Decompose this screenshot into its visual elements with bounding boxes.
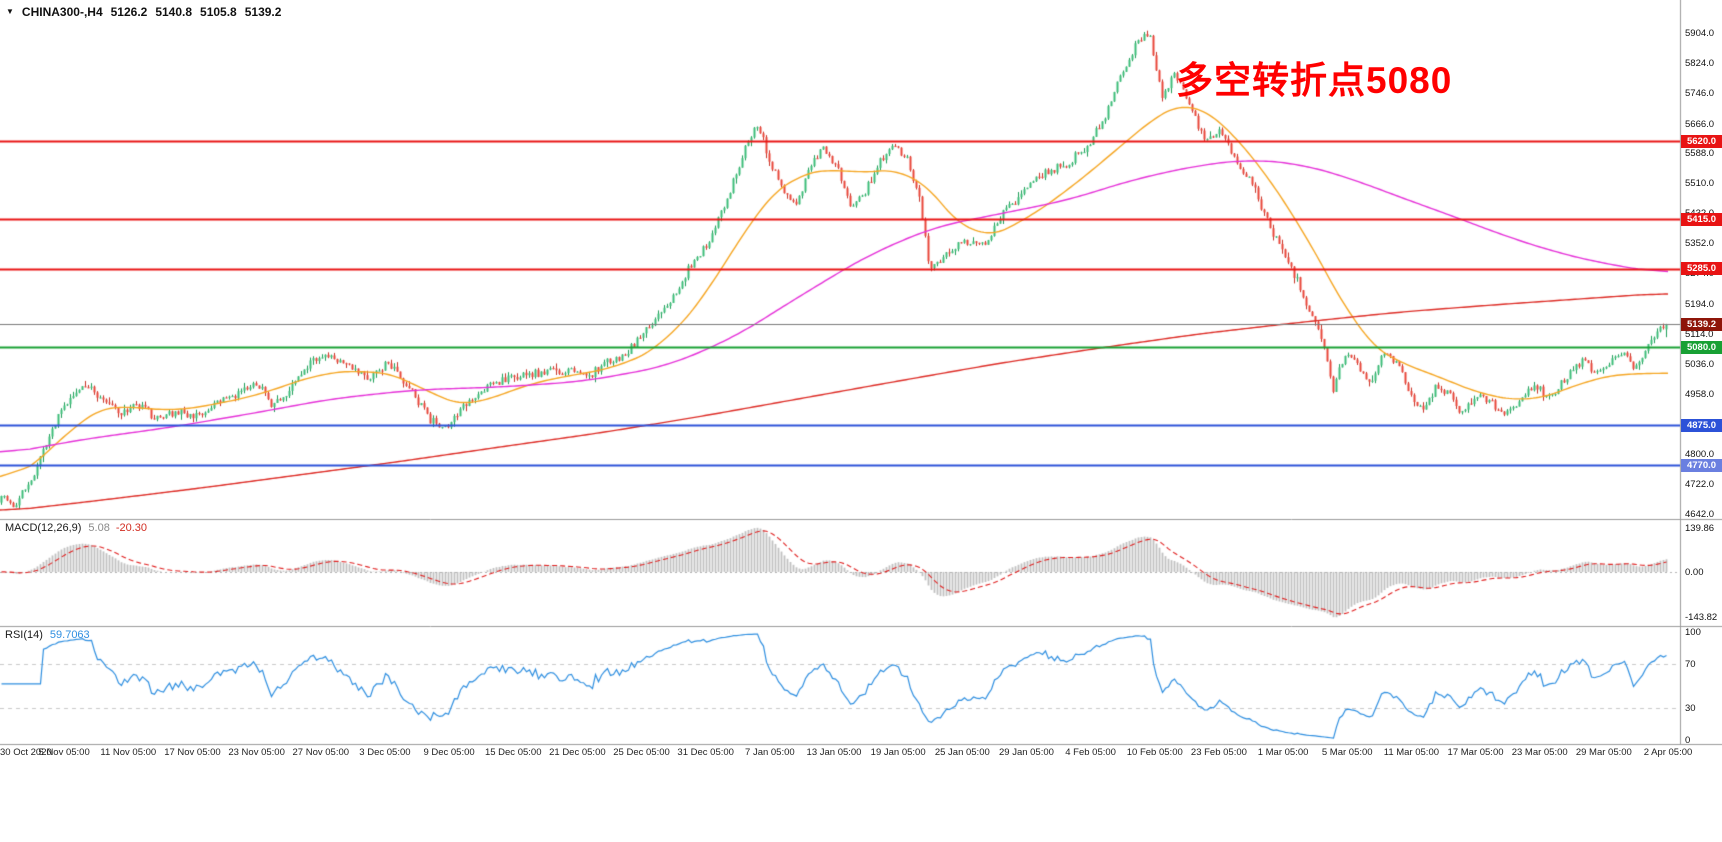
high-value: 5140.8 bbox=[155, 5, 193, 19]
time-tick-label: 5 Nov 05:00 bbox=[38, 747, 90, 758]
price-tick-label: 4722.0 bbox=[1685, 478, 1715, 490]
time-tick-label: 7 Jan 05:00 bbox=[745, 747, 795, 758]
price-tick-label: 5114.0 bbox=[1685, 329, 1714, 341]
time-tick-label: 17 Nov 05:00 bbox=[164, 747, 221, 758]
price-tick-label: 4642.0 bbox=[1685, 509, 1715, 521]
time-tick-label: 2 Apr 05:00 bbox=[1643, 747, 1693, 758]
time-tick-label: 25 Jan 05:00 bbox=[934, 747, 990, 758]
rsi-tick-label: 100 bbox=[1685, 627, 1701, 638]
price-tick-label: 4800.0 bbox=[1685, 448, 1715, 460]
rsi-tick-label: 0 bbox=[1685, 735, 1691, 746]
time-tick-label: 23 Feb 05:00 bbox=[1190, 747, 1247, 758]
price-tick-label: 5194.0 bbox=[1685, 298, 1715, 310]
macd-tick-label: -143.82 bbox=[1685, 612, 1718, 624]
macd-signal-value: -20.30 bbox=[115, 522, 148, 534]
time-tick-label: 11 Mar 05:00 bbox=[1383, 747, 1440, 758]
price-tick-label: 5824.0 bbox=[1685, 58, 1715, 70]
time-tick-label: 3 Dec 05:00 bbox=[359, 747, 411, 758]
price-tick-label: 5588.0 bbox=[1685, 148, 1715, 160]
price-tick-label: 4958.0 bbox=[1685, 388, 1715, 400]
macd-indicator-label: MACD(12,26,9) 5.08 -20.30 bbox=[5, 522, 147, 534]
chart-annotation-text: 多空转折点5080 bbox=[1176, 60, 1453, 101]
time-tick-label: 19 Jan 05:00 bbox=[870, 747, 926, 758]
time-tick-label: 31 Dec 05:00 bbox=[677, 747, 734, 758]
time-tick-label: 21 Dec 05:00 bbox=[549, 747, 606, 758]
symbol-timeframe-label: CHINA300-,H4 bbox=[21, 5, 103, 19]
symbol-collapse-icon[interactable]: ▼ bbox=[6, 6, 14, 16]
price-tick-label: 5036.0 bbox=[1685, 358, 1715, 370]
open-value: 5126.2 bbox=[110, 5, 148, 19]
macd-main-value: 5.08 bbox=[88, 522, 110, 534]
rsi-indicator-label: RSI(14) 59.7063 bbox=[5, 629, 90, 641]
time-axis: 30 Oct 2020 5 Nov 05:00 11 Nov 05:00 17 Nov… bbox=[0, 747, 1722, 762]
time-tick-label: 27 Nov 05:00 bbox=[292, 747, 350, 758]
chart-header: ▼ CHINA300-,H4 5126.2 5140.8 5105.8 5139… bbox=[6, 5, 281, 19]
rsi-tick-label: 70 bbox=[1685, 659, 1696, 671]
macd-axis: 139.86 0.00 -143.82 bbox=[1685, 0, 1722, 842]
time-tick-label: 29 Mar 05:00 bbox=[1575, 747, 1632, 758]
price-tick-label: 5666.0 bbox=[1685, 118, 1715, 130]
rsi-name-label: RSI(14) bbox=[5, 629, 43, 641]
rsi-value: 59.7063 bbox=[49, 629, 90, 641]
time-tick-label: 13 Jan 05:00 bbox=[806, 747, 862, 758]
macd-tick-label: 139.86 bbox=[1685, 522, 1715, 534]
price-tick-label: 5746.0 bbox=[1685, 88, 1715, 100]
low-value: 5105.8 bbox=[200, 5, 237, 19]
time-tick-label: 30 Oct 2020 bbox=[0, 747, 52, 758]
time-tick-label: 23 Nov 05:00 bbox=[228, 747, 285, 758]
price-tick-label: 5510.0 bbox=[1685, 178, 1715, 190]
rsi-tick-label: 30 bbox=[1685, 702, 1696, 714]
time-tick-label: 5 Mar 05:00 bbox=[1321, 747, 1373, 758]
time-tick-label: 23 Mar 05:00 bbox=[1511, 747, 1568, 758]
time-tick-label: 25 Dec 05:00 bbox=[613, 747, 670, 758]
time-tick-label: 17 Mar 05:00 bbox=[1447, 747, 1504, 758]
time-tick-label: 10 Feb 05:00 bbox=[1126, 747, 1183, 758]
time-tick-label: 1 Mar 05:00 bbox=[1257, 747, 1309, 758]
time-tick-label: 9 Dec 05:00 bbox=[423, 747, 475, 758]
macd-tick-label: 0.00 bbox=[1685, 566, 1704, 578]
price-tick-label: 5904.0 bbox=[1685, 27, 1715, 39]
rsi-axis: 100 70 30 0 bbox=[1685, 0, 1722, 842]
time-tick-label: 11 Nov 05:00 bbox=[100, 747, 157, 758]
close-value: 5139.2 bbox=[244, 5, 282, 19]
macd-name-label: MACD(12,26,9) bbox=[5, 522, 82, 534]
time-tick-label: 4 Feb 05:00 bbox=[1065, 747, 1116, 758]
time-tick-label: 29 Jan 05:00 bbox=[998, 747, 1054, 758]
price-tick-label: 5352.0 bbox=[1685, 238, 1715, 250]
time-tick-label: 15 Dec 05:00 bbox=[484, 747, 542, 758]
